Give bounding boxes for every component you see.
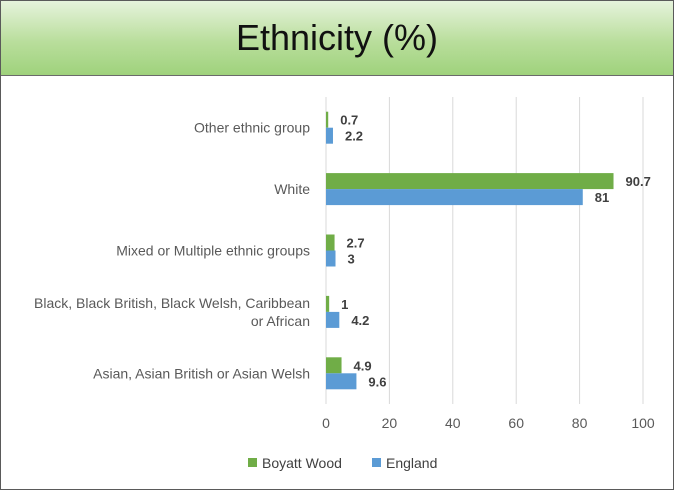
data-label: 2.2 — [345, 129, 363, 144]
bar-boyatt-wood — [326, 234, 335, 251]
data-label: 2.7 — [347, 236, 365, 251]
x-tick-label: 60 — [508, 415, 524, 431]
category-label: Mixed or Multiple ethnic groups — [116, 243, 310, 259]
data-label: 1 — [341, 297, 348, 312]
data-label: 4.2 — [351, 313, 369, 328]
bar-england — [326, 250, 336, 267]
legend-swatch — [248, 458, 257, 467]
legend-label: Boyatt Wood — [262, 455, 342, 471]
bar-boyatt-wood — [326, 357, 342, 374]
bar-england — [326, 127, 333, 144]
bar-boyatt-wood — [326, 295, 330, 312]
data-label: 90.7 — [626, 174, 651, 189]
bar-england — [326, 189, 583, 206]
data-label: 81 — [595, 190, 609, 205]
title-banner: Ethnicity (%) — [1, 1, 673, 76]
category-label: Other ethnic group — [194, 120, 310, 136]
category-label: Black, Black British, Black Welsh, Carib… — [34, 295, 310, 311]
bar-boyatt-wood — [326, 111, 329, 128]
x-tick-label: 80 — [572, 415, 588, 431]
bar-england — [326, 311, 340, 328]
x-tick-label: 0 — [322, 415, 330, 431]
x-tick-label: 40 — [445, 415, 461, 431]
data-label: 9.6 — [368, 374, 386, 389]
data-label: 3 — [348, 252, 355, 267]
x-tick-label: 100 — [631, 415, 655, 431]
data-label: 0.7 — [340, 113, 358, 128]
legend-label: England — [386, 455, 437, 471]
category-label: Asian, Asian British or Asian Welsh — [93, 365, 310, 381]
x-tick-label: 20 — [382, 415, 398, 431]
bar-boyatt-wood — [326, 173, 614, 190]
bar-england — [326, 373, 357, 390]
category-label: or African — [251, 313, 310, 329]
legend-swatch — [372, 458, 381, 467]
chart-title: Ethnicity (%) — [235, 17, 439, 58]
data-label: 4.9 — [354, 358, 372, 373]
category-label: White — [274, 181, 310, 197]
